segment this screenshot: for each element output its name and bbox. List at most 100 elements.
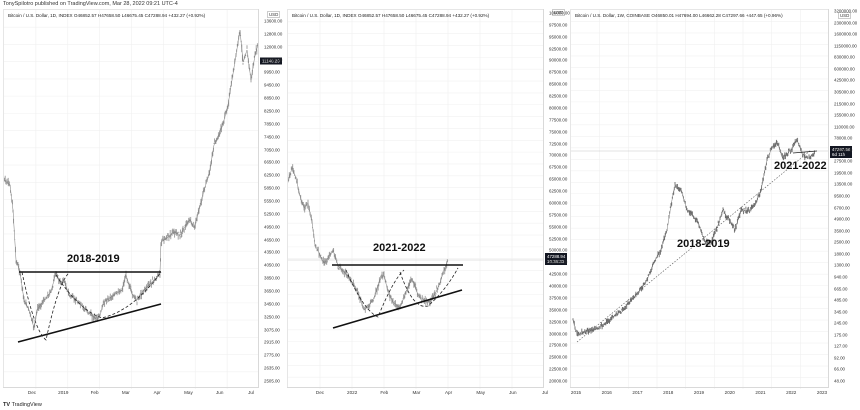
time-tick: 2022 <box>347 390 358 395</box>
plot-area[interactable]: Bitcoin / U.S. Dollar, 1D, INDEX O46852.… <box>287 9 544 389</box>
price-tick: 55000.00 <box>549 224 568 230</box>
price-tick: 52500.00 <box>549 236 568 242</box>
time-tick: Mar <box>121 390 130 395</box>
price-tick: 35000.00 <box>549 307 568 313</box>
time-axis[interactable]: 2015 2016 2017 2018 2019 2020 2021 2022 2023 <box>570 387 828 399</box>
price-series <box>571 10 829 389</box>
price-tick: 345.00 <box>834 309 848 315</box>
price-tick: 10450.00 <box>264 57 283 63</box>
price-axis[interactable]: USD 47297.66 6d 11h 3200000.00 2300000.00… <box>828 9 860 388</box>
time-tick: Jun <box>215 390 224 395</box>
plot-area[interactable]: Bitcoin / U.S. Dollar, 1W, COINBASE O468… <box>570 9 829 389</box>
price-tick: 4950.00 <box>264 224 280 230</box>
price-tick: 55000.00 <box>834 147 853 153</box>
time-axis[interactable]: Dec 2019 Feb Mar Apr May Jun Jul <box>3 387 258 399</box>
watermark-text: TradingView <box>11 402 42 408</box>
time-tick: Jul <box>542 390 548 395</box>
price-tick: 7050.00 <box>264 147 280 153</box>
price-tick: 82500.00 <box>549 93 568 99</box>
tradingview-logo-icon: TV <box>3 402 11 408</box>
price-tick: 75000.00 <box>549 129 568 135</box>
time-tick: 2019 <box>58 390 69 395</box>
price-tick: 175.00 <box>834 332 848 338</box>
price-tick: 665.00 <box>834 286 848 291</box>
price-tick: 9950.00 <box>264 69 280 75</box>
price-tick: 20000.00 <box>549 378 568 384</box>
price-tick: 5250.00 <box>264 211 280 217</box>
price-tick: 97500.00 <box>549 22 568 28</box>
time-tick: 2021 <box>755 390 766 395</box>
price-tick: 40000.00 <box>549 283 568 289</box>
time-tick: 2022 <box>786 390 797 395</box>
price-tick: 19500.00 <box>834 170 853 176</box>
price-tick: 155000.00 <box>834 112 855 118</box>
last-price-badge: 47288.94 10:38:33 <box>545 253 568 265</box>
period-label-2021-2022: 2021-2022 <box>774 160 827 172</box>
price-tick: 12000.00 <box>264 44 283 50</box>
price-tick: 50000.00 <box>549 247 568 253</box>
price-tick: 1600000.00 <box>834 31 858 37</box>
price-tick: 48.00 <box>834 378 845 384</box>
price-tick: 80000.00 <box>549 105 568 111</box>
price-tick: 25000.00 <box>549 354 568 360</box>
price-tick: 72500.00 <box>549 141 568 147</box>
price-tick: 27500.00 <box>834 158 853 164</box>
price-tick: 62500.00 <box>549 188 568 194</box>
price-tick: 22500.00 <box>549 366 568 372</box>
time-tick: Apr <box>153 390 161 395</box>
price-tick: 60000.00 <box>549 200 568 206</box>
price-tick: 45000.00 <box>549 259 568 265</box>
last-price-value: 47297.66 <box>832 147 851 152</box>
price-tick: 78000.00 <box>834 135 853 141</box>
price-tick: 30000.00 <box>549 331 568 337</box>
price-tick: 110000.00 <box>834 124 855 130</box>
price-tick: 13500.00 <box>834 181 853 187</box>
bar-countdown: 10:38:33 <box>547 259 565 264</box>
time-tick: Dec <box>27 390 37 395</box>
price-series <box>4 10 259 389</box>
chart-panel-2018-2019: Bitcoin / U.S. Dollar, 1D, INDEX O46852.… <box>3 9 286 399</box>
price-tick: 9450.00 <box>264 82 280 88</box>
price-tick: 2505.00 <box>264 378 280 384</box>
tradingview-watermark: TV TradingView <box>3 402 42 408</box>
chart-panel-weekly-log: Bitcoin / U.S. Dollar, 1W, COINBASE O468… <box>570 9 860 399</box>
time-axis[interactable]: Dec 2022 Feb Mar Apr May Jun Jul <box>287 387 548 399</box>
price-tick: 4900.00 <box>834 216 850 222</box>
price-tick: 4050.00 <box>264 262 280 268</box>
publisher-caption: TonySpilotro published on TradingView.co… <box>3 1 178 7</box>
currency-label: USD <box>838 12 852 19</box>
price-tick: 2775.00 <box>264 352 280 358</box>
period-label: 2018-2019 <box>67 253 120 265</box>
last-price-value: 47288.94 <box>547 254 566 259</box>
price-tick: 67500.00 <box>549 164 568 170</box>
period-label-2018-2019: 2018-2019 <box>677 238 730 250</box>
price-tick: 6650.00 <box>264 159 280 165</box>
price-tick: 3250.00 <box>264 314 280 320</box>
price-tick: 7850.00 <box>264 121 280 127</box>
price-tick: 600000.00 <box>834 66 855 72</box>
time-tick: 2020 <box>724 390 735 395</box>
price-tick: 1150000.00 <box>834 43 857 49</box>
plot-area[interactable]: Bitcoin / U.S. Dollar, 1D, INDEX O46852.… <box>3 9 259 389</box>
time-tick: Feb <box>90 390 99 395</box>
time-tick: Jun <box>509 390 517 395</box>
price-tick: 2635.00 <box>264 365 280 371</box>
price-tick: 70000.00 <box>549 152 568 158</box>
price-axis[interactable]: USD 47288.94 10:38:33 100000.00 97500.00 9… <box>543 9 571 388</box>
currency-label: USD <box>267 11 281 18</box>
price-tick: 90000.00 <box>549 57 568 63</box>
time-tick: 2017 <box>632 390 643 395</box>
time-tick: 2015 <box>570 390 582 395</box>
price-tick: 42500.00 <box>549 271 568 277</box>
price-tick: 2500.00 <box>834 239 850 245</box>
price-tick: 425000.00 <box>834 77 855 83</box>
price-tick: 85000.00 <box>549 81 568 87</box>
time-tick: 2016 <box>601 390 612 395</box>
price-tick: 127.00 <box>834 343 848 349</box>
price-tick: 5850.00 <box>264 185 280 191</box>
last-price-badge: 47297.66 6d 11h <box>830 146 853 158</box>
price-axis[interactable]: USD 11140.29 13600.00 12800.00 12000.00 104… <box>258 9 287 388</box>
price-tick: 4650.00 <box>264 237 280 243</box>
price-tick: 100000.00 <box>549 10 570 16</box>
symbol-legend: Bitcoin / U.S. Dollar, 1W, COINBASE O468… <box>575 13 783 18</box>
